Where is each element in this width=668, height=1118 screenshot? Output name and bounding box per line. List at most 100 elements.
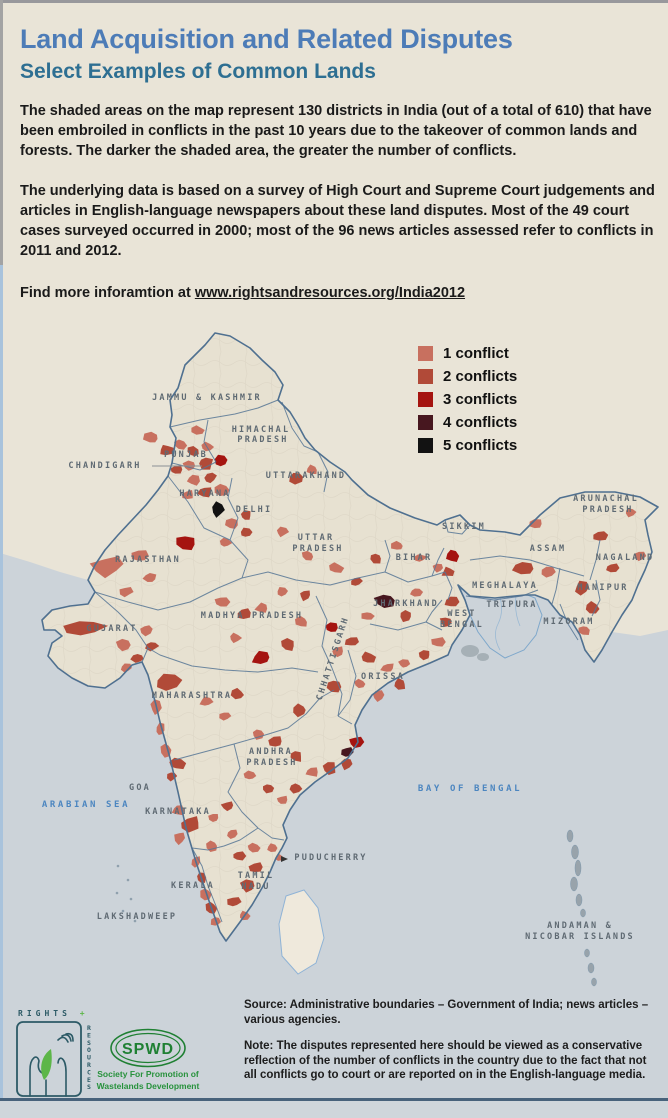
conflict-district-1 <box>174 832 185 846</box>
conflict-district-5 <box>212 501 225 518</box>
conflict-district-2 <box>289 783 303 794</box>
conflict-district-1 <box>115 638 131 652</box>
state-label-karnataka: KARNATAKA <box>145 807 211 817</box>
conflict-district-2 <box>511 562 534 575</box>
map-legend: 1 conflict 2 conflicts 3 conflicts 4 confli… <box>418 342 517 457</box>
state-label-assam: ASSAM <box>530 544 567 554</box>
andaman-island <box>587 962 595 974</box>
conflict-district-2 <box>199 457 214 470</box>
source-text: Source: Administrative boundaries – Gove… <box>244 999 649 1026</box>
data-paragraph: The underlying data is based on a survey… <box>20 183 655 259</box>
conflict-district-1 <box>243 770 257 780</box>
conflict-district-2 <box>63 621 109 636</box>
conflict-district-2 <box>237 608 251 620</box>
andaman-island <box>580 908 586 918</box>
conflict-district-2 <box>187 445 199 457</box>
state-boundary <box>559 603 579 641</box>
conflict-district-1 <box>120 663 132 673</box>
conflict-district-1 <box>380 663 394 672</box>
conflict-district-1 <box>306 464 317 475</box>
state-boundary <box>257 827 285 841</box>
left-border <box>0 0 3 1118</box>
state-label-sikkim: SIKKIM <box>442 522 486 532</box>
state-boundary <box>94 577 243 611</box>
state-label-west: WEST <box>447 609 476 619</box>
note-text: Note: The disputes represented here shou… <box>244 1040 647 1081</box>
conflict-district-1 <box>295 615 307 627</box>
legend-label-1: 1 conflict <box>443 345 509 362</box>
state-boundary <box>425 599 443 623</box>
state-boundary <box>337 649 357 717</box>
state-boundary <box>229 539 249 579</box>
conflict-district-3 <box>446 549 460 562</box>
legend-swatch-4 <box>418 415 433 430</box>
state-boundary <box>465 589 539 601</box>
conflict-district-3 <box>251 650 270 665</box>
conflict-district-1 <box>214 597 231 607</box>
conflict-district-2 <box>227 897 242 907</box>
conflict-district-1 <box>219 712 232 721</box>
state-boundary <box>191 847 223 923</box>
conflict-district-2 <box>439 617 452 628</box>
state-boundary <box>551 567 561 605</box>
conflict-district-1 <box>373 690 385 702</box>
conflict-district-2 <box>441 566 455 576</box>
conflict-district-2 <box>593 531 609 541</box>
state-label-lakshadweep: LAKSHADWEEP <box>97 912 178 922</box>
lakshadweep-island <box>129 897 133 901</box>
state-label-punjab: PUNJAB <box>164 450 208 460</box>
state-label-himachal: HIMACHAL <box>232 425 291 435</box>
state-label-puducherry: PUDUCHERRY <box>294 853 367 863</box>
conflict-district-1 <box>247 842 261 853</box>
state-label-pradesh: PRADESH <box>292 544 343 554</box>
rri-logo-hands <box>29 1032 74 1097</box>
conflict-district-2 <box>418 650 430 661</box>
state-label-pradesh: PRADESH <box>237 435 288 445</box>
conflict-district-1 <box>578 626 590 635</box>
conflict-district-1 <box>277 586 289 597</box>
state-boundary <box>281 401 319 453</box>
conflict-district-1 <box>329 562 345 573</box>
conflict-district-1 <box>254 602 268 613</box>
state-boundary <box>191 827 259 851</box>
bottom-rule <box>0 1098 668 1101</box>
state-boundary <box>227 743 259 829</box>
conflict-district-1 <box>410 588 424 597</box>
state-label-nicobar-islands: NICOBAR ISLANDS <box>525 932 635 942</box>
legend-label-2: 2 conflicts <box>443 368 518 385</box>
conflict-district-2 <box>400 609 411 623</box>
legend-swatch-1 <box>418 346 433 361</box>
conflict-district-2 <box>281 637 294 652</box>
state-boundary <box>444 519 471 535</box>
state-boundary <box>317 451 329 493</box>
state-label-pradesh: PRADESH <box>246 758 297 768</box>
state-label-bihar: BIHAR <box>396 553 433 563</box>
conflict-district-2 <box>585 601 600 614</box>
conflict-district-2 <box>240 527 253 537</box>
state-label-jammu-kashmir: JAMMU & KASHMIR <box>152 393 262 403</box>
legend-item-3: 3 conflicts <box>418 388 517 411</box>
state-boundary <box>171 461 217 471</box>
conflict-district-1 <box>634 551 647 562</box>
state-boundary <box>337 715 353 725</box>
state-boundary <box>384 539 391 573</box>
bangladesh-rivers <box>495 595 521 651</box>
conflict-district-2 <box>240 510 251 520</box>
conflict-district-1 <box>214 483 230 496</box>
conflict-district-2 <box>263 784 275 794</box>
conflict-district-2 <box>204 472 217 484</box>
conflict-district-2 <box>169 757 187 770</box>
legend-swatch-5 <box>418 438 433 453</box>
state-label-chandigarh: CHANDIGARH <box>68 461 141 471</box>
spwd-logo-acronym: SPWD <box>122 1041 174 1058</box>
conflict-district-1 <box>208 814 219 822</box>
info-link[interactable]: www.rightsandresources.org/India2012 <box>194 285 466 301</box>
andaman-island <box>571 844 579 860</box>
state-boundary <box>469 555 585 577</box>
state-label-andhra: ANDHRA <box>249 747 293 757</box>
conflict-district-1 <box>142 431 158 443</box>
andaman-island <box>575 893 583 907</box>
legend-swatch-3 <box>418 392 433 407</box>
conflict-district-1 <box>201 441 215 452</box>
